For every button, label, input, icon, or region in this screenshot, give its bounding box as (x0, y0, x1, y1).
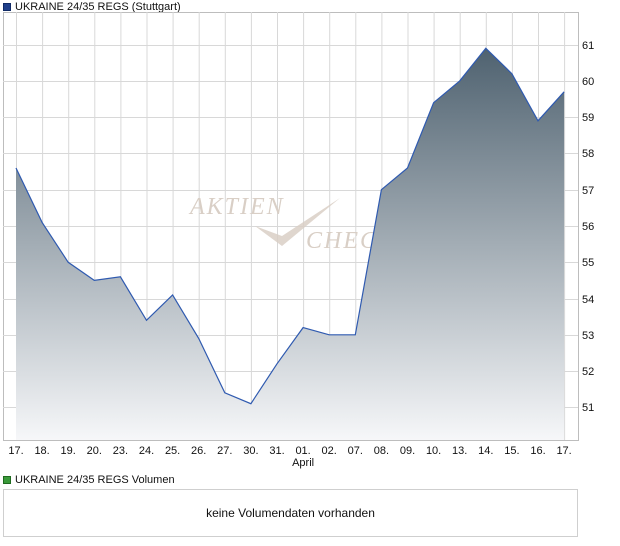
y-tick-label: 55 (582, 257, 594, 269)
x-tick-label: 24. (139, 445, 154, 457)
price-legend: UKRAINE 24/35 REGS (Stuttgart) (3, 0, 181, 14)
volume-legend: UKRAINE 24/35 REGS Volumen (3, 473, 175, 487)
x-tick-label: 09. (400, 445, 415, 457)
y-tick-label: 52 (582, 366, 594, 378)
x-tick-label: 15. (504, 445, 519, 457)
x-tick-label: 19. (61, 445, 76, 457)
volume-panel: keine Volumendaten vorhanden (3, 489, 578, 537)
price-legend-label: UKRAINE 24/35 REGS (Stuttgart) (15, 1, 181, 13)
x-tick-label: 17. (8, 445, 23, 457)
x-tick-label: 20. (87, 445, 102, 457)
y-tick-label: 56 (582, 221, 594, 233)
watermark-text: AKTIEN (188, 194, 285, 220)
x-tick-label: 30. (243, 445, 258, 457)
x-tick-label: 25. (165, 445, 180, 457)
x-tick-label: 17. (556, 445, 571, 457)
y-tick-label: 59 (582, 112, 594, 124)
y-tick-label: 58 (582, 148, 594, 160)
volume-legend-swatch (3, 476, 11, 484)
x-tick-label: 14. (478, 445, 493, 457)
x-tick-label: 01. (295, 445, 310, 457)
x-tick-label: 02. (322, 445, 337, 457)
x-tick-label: 26. (191, 445, 206, 457)
x-tick-label: 10. (426, 445, 441, 457)
y-tick-label: 60 (582, 76, 594, 88)
y-tick-label: 54 (582, 294, 594, 306)
x-tick-label: 08. (374, 445, 389, 457)
x-tick-label: 27. (217, 445, 232, 457)
y-tick-label: 57 (582, 185, 594, 197)
x-tick-label: 13. (452, 445, 467, 457)
x-tick-label: 07. (348, 445, 363, 457)
price-legend-swatch (3, 3, 11, 11)
x-tick-label: 23. (113, 445, 128, 457)
price-area (16, 48, 565, 441)
volume-legend-label: UKRAINE 24/35 REGS Volumen (15, 474, 175, 486)
price-line (15, 47, 565, 405)
x-tick-label: 16. (530, 445, 545, 457)
x-tick-label: 18. (34, 445, 49, 457)
volume-empty-message: keine Volumendaten vorhanden (206, 506, 375, 520)
x-month-label: April (292, 457, 314, 469)
watermark-check-icon (255, 198, 340, 246)
y-tick-label: 53 (582, 330, 594, 342)
y-tick-label: 51 (582, 402, 594, 414)
y-tick-label: 61 (582, 40, 594, 52)
x-tick-label: 31. (269, 445, 284, 457)
